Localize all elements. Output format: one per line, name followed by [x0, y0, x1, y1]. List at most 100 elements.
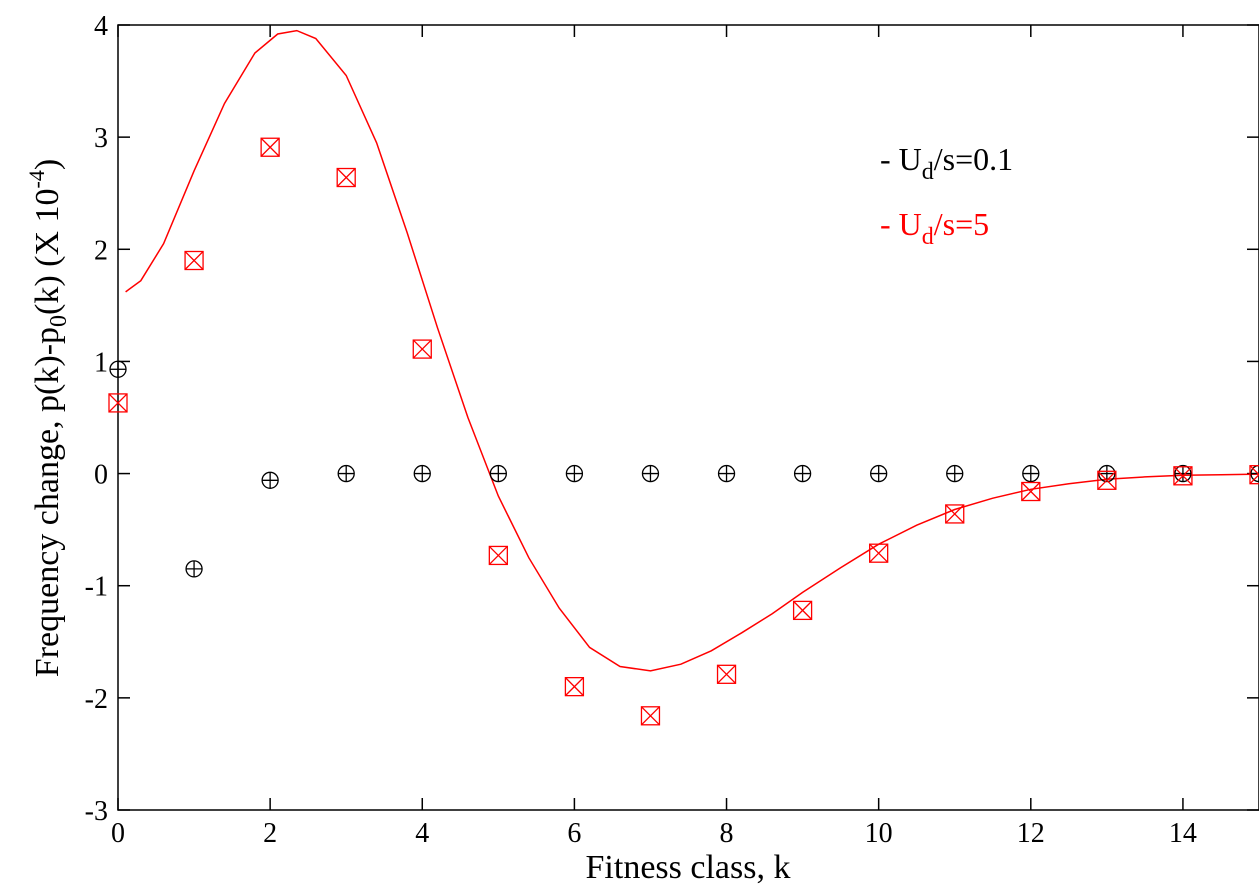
data-point-series-1 — [413, 464, 431, 483]
y-axis-label-close: ) — [29, 159, 66, 170]
legend-2-rest: /s=5 — [934, 206, 989, 242]
y-tick-label: 3 — [94, 123, 108, 154]
data-point-series-1 — [109, 360, 127, 378]
data-point-series-2 — [1173, 466, 1193, 486]
marker-x-a — [1249, 465, 1259, 476]
data-point-series-2 — [412, 339, 432, 359]
marker-square — [1097, 470, 1117, 490]
data-point-series-1 — [793, 464, 812, 483]
data-point-series-1 — [1022, 464, 1040, 483]
data-point-series-2 — [1021, 481, 1041, 502]
legend-2-sub: d — [922, 224, 934, 250]
marker-square — [1249, 465, 1259, 485]
marker-square — [564, 676, 585, 697]
marker-x-b — [1097, 470, 1117, 490]
data-point-series-2 — [792, 600, 813, 621]
marker-x-b — [945, 504, 965, 524]
marker-x-b — [412, 339, 432, 359]
marker-x-b — [1249, 473, 1259, 485]
marker-square — [792, 600, 813, 621]
x-tick-label: 8 — [720, 818, 734, 849]
marker-x-b — [108, 393, 128, 413]
data-point-series-2 — [716, 664, 737, 684]
y-axis-label-main: Frequency change, p(k)-p — [29, 327, 66, 677]
legend-2-dash: - U — [880, 206, 922, 242]
legend-entry-series-1: - Ud/s=0.1 — [880, 141, 1013, 185]
data-point-series-2 — [564, 676, 585, 697]
x-tick-label: 10 — [865, 818, 893, 849]
legend-1-sub: d — [922, 159, 934, 185]
y-tick-label: -2 — [85, 684, 108, 715]
marker-x-b — [641, 706, 660, 726]
data-point-series-2 — [869, 543, 889, 563]
y-axis-label-subscript: 0 — [46, 315, 72, 327]
data-point-series-2 — [488, 545, 508, 566]
data-point-series-2 — [1249, 465, 1259, 485]
marker-x-b — [336, 168, 356, 187]
data-point-series-1 — [1250, 464, 1259, 483]
y-tick-label: 1 — [94, 347, 108, 378]
data-point-series-2 — [945, 504, 965, 524]
marker-x-b — [260, 137, 280, 157]
y-axis-label: Frequency change, p(k)-p0(k) (X 10-4) — [24, 159, 72, 677]
marker-square — [488, 545, 508, 566]
data-point-series-1 — [641, 464, 660, 483]
data-marker-layer — [108, 137, 1259, 726]
marker-square — [260, 137, 280, 157]
marker-square — [640, 706, 661, 726]
marker-square — [716, 664, 737, 684]
data-point-series-2 — [260, 137, 280, 157]
data-point-series-2 — [184, 250, 204, 271]
x-tick-label: 6 — [567, 818, 581, 849]
marker-x-b — [488, 545, 508, 565]
y-tick-label: -3 — [85, 796, 108, 827]
y-tick-label: 4 — [94, 11, 108, 42]
marker-x-b — [184, 251, 204, 270]
x-tick-label: 4 — [415, 818, 429, 849]
marker-x-b — [1021, 482, 1041, 501]
x-tick-label: 0 — [111, 818, 125, 849]
data-point-series-1 — [489, 464, 507, 483]
data-point-series-1 — [565, 464, 584, 483]
marker-square — [108, 393, 128, 413]
data-point-series-1 — [337, 464, 355, 483]
y-tick-label: 0 — [94, 460, 108, 491]
data-point-series-2 — [640, 706, 661, 726]
legend-entry-series-2: - Ud/s=5 — [880, 206, 989, 250]
x-tick-label: 12 — [1017, 818, 1045, 849]
legend: - Ud/s=0.1 - Ud/s=5 — [880, 141, 1013, 250]
legend-1-rest: /s=0.1 — [934, 141, 1013, 177]
data-point-series-1 — [870, 464, 888, 483]
data-point-series-1 — [1174, 464, 1192, 483]
data-point-series-2 — [1097, 470, 1117, 490]
data-point-series-1 — [717, 464, 736, 483]
marker-square — [1021, 481, 1041, 502]
marker-x-b — [1173, 466, 1193, 486]
x-tick-label: 14 — [1169, 818, 1197, 849]
data-point-series-2 — [108, 393, 128, 413]
theory-curve-layer — [125, 29, 1259, 672]
theory-curve — [125, 29, 1259, 672]
marker-square — [869, 543, 889, 563]
marker-x-b — [717, 664, 736, 684]
plot-frame — [117, 24, 1259, 811]
marker-x-b — [793, 600, 813, 620]
x-axis-label: Fitness class, k — [586, 849, 791, 886]
data-point-series-1 — [261, 471, 279, 489]
marker-square — [1173, 466, 1193, 486]
y-tick-label: -1 — [85, 572, 108, 603]
data-point-series-1 — [946, 464, 964, 483]
y-axis-label-rest: (k) (X 10 — [29, 188, 66, 315]
marker-square — [945, 504, 965, 524]
data-point-series-1 — [185, 560, 203, 578]
marker-x-b — [564, 677, 584, 697]
y-axis-label-superscript: -4 — [24, 170, 49, 188]
legend-1-dash: - U — [880, 141, 922, 177]
marker-square — [336, 167, 356, 188]
y-tick-label: 2 — [94, 235, 108, 266]
x-tick-label: 2 — [263, 818, 277, 849]
marker-square — [412, 339, 432, 359]
marker-square — [184, 250, 204, 271]
